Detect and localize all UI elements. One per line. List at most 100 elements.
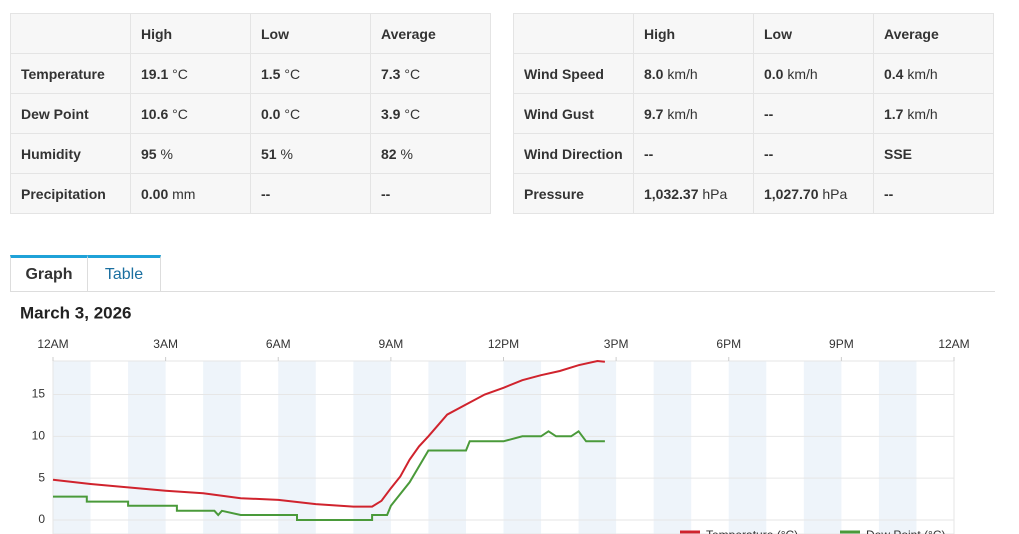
cell-value: 10.6 [141, 105, 169, 122]
cell-unit: km/h [667, 105, 698, 122]
x-tick-label: 9PM [829, 337, 854, 351]
cell-value: -- [764, 145, 774, 162]
cell: 10.6 °C [130, 93, 251, 134]
row-label: Wind Speed [513, 53, 634, 94]
cell: 0.4 km/h [873, 53, 994, 94]
cell: -- [250, 173, 371, 214]
hour-band [653, 361, 692, 534]
cell-unit: mm [172, 185, 196, 202]
row-label: Precipitation [10, 173, 131, 214]
series-line [53, 429, 605, 521]
cell: 3.9 °C [370, 93, 491, 134]
column-header: Low [250, 13, 371, 54]
cell-value: 19.1 [141, 65, 169, 82]
hour-band [278, 361, 316, 534]
hour-band [503, 361, 542, 534]
cell-value: -- [884, 185, 894, 202]
tab-bar: Graph Table [10, 255, 995, 292]
cell: 8.0 km/h [633, 53, 754, 94]
cell-unit: °C [172, 105, 188, 122]
cell-value: 8.0 [644, 65, 664, 82]
x-tick-label: 6AM [266, 337, 291, 351]
cell: 0.0 °C [250, 93, 371, 134]
hour-band [803, 361, 842, 534]
header-row: High Low Average [10, 13, 491, 54]
corner-cell [10, 13, 131, 54]
cell: 95 % [130, 133, 251, 174]
y-tick-label: 10 [32, 428, 46, 442]
cell: SSE [873, 133, 994, 174]
legend-label: Dew Point (°C) [866, 528, 945, 534]
corner-cell [513, 13, 634, 54]
cell-value: -- [381, 185, 391, 202]
cell-value: 0.00 [141, 185, 169, 202]
x-tick-label: 12PM [488, 337, 519, 351]
cell: 51 % [250, 133, 371, 174]
cell-value: 9.7 [644, 105, 664, 122]
cell: 0.00 mm [130, 173, 251, 214]
cell: 7.3 °C [370, 53, 491, 94]
chart-title: March 3, 2026 [20, 303, 132, 322]
cell-unit: °C [404, 105, 421, 122]
x-tick-label: 9AM [379, 337, 404, 351]
header-row: High Low Average [513, 13, 994, 54]
cell-value: -- [261, 185, 271, 202]
y-tick-label: 5 [38, 470, 45, 484]
row-label: Temperature [10, 53, 131, 94]
cell-unit: °C [284, 65, 301, 82]
row: Dew Point 10.6 °C 0.0 °C 3.9 °C [10, 93, 491, 134]
cell-unit: % [400, 145, 413, 162]
cell-unit: km/h [667, 65, 698, 82]
cell: -- [873, 173, 994, 214]
tab[interactable]: Graph [10, 255, 88, 291]
row-label: Dew Point [10, 93, 131, 134]
cell-value: -- [644, 145, 654, 162]
cell: -- [753, 93, 874, 134]
hour-band [353, 361, 391, 534]
cell-unit: hPa [702, 185, 728, 202]
row: Wind Direction -- -- SSE [513, 133, 994, 174]
series-line [52, 359, 606, 508]
cell-value: 7.3 [381, 65, 401, 82]
cell-value: SSE [884, 145, 913, 162]
cell: -- [370, 173, 491, 214]
cell-unit: hPa [822, 185, 848, 202]
column-header: Average [370, 13, 491, 54]
row: Wind Speed 8.0 km/h 0.0 km/h 0.4 km/h [513, 53, 994, 94]
y-tick-label: 15 [32, 387, 46, 401]
hour-band [728, 361, 767, 534]
x-tick-label: 3PM [604, 337, 629, 351]
cell-value: 82 [381, 145, 397, 162]
row-label: Humidity [10, 133, 131, 174]
hour-band [53, 361, 91, 534]
row: Pressure 1,032.37 hPa 1,027.70 hPa -- [513, 173, 994, 214]
tab[interactable]: Table [87, 255, 161, 291]
hour-band [428, 361, 466, 534]
cell-value: 0.4 [884, 65, 904, 82]
cell-value: 0.0 [764, 65, 784, 82]
cell-unit: km/h [907, 105, 938, 122]
cell-value: 1,027.70 [764, 185, 819, 202]
row-label: Wind Direction [513, 133, 634, 174]
cell: 82 % [370, 133, 491, 174]
cell: 1,027.70 hPa [753, 173, 874, 214]
cell-unit: °C [172, 65, 188, 82]
hour-band [578, 361, 617, 534]
y-tick-label: 0 [38, 512, 45, 526]
x-tick-label: 3AM [153, 337, 178, 351]
weather-table: High Low Average Temperature 19.1 °C 1.5 °C 7.… [10, 13, 491, 214]
row: Precipitation 0.00 mm -- -- [10, 173, 491, 214]
cell-unit: % [160, 145, 173, 162]
cell-value: 3.9 [381, 105, 401, 122]
cell: 1,032.37 hPa [633, 173, 754, 214]
x-tick-label: 6PM [716, 337, 741, 351]
column-header: High [130, 13, 251, 54]
x-tick-label: 12AM [938, 337, 969, 351]
hour-band [128, 361, 166, 534]
x-tick-label: 12AM [37, 337, 68, 351]
cell: -- [753, 133, 874, 174]
chart: March 3, 2026 0 5 10 15 12AM 3AM 6AM 9AM 12PM 3PM… [20, 303, 970, 534]
row-label: Wind Gust [513, 93, 634, 134]
column-header: High [633, 13, 754, 54]
